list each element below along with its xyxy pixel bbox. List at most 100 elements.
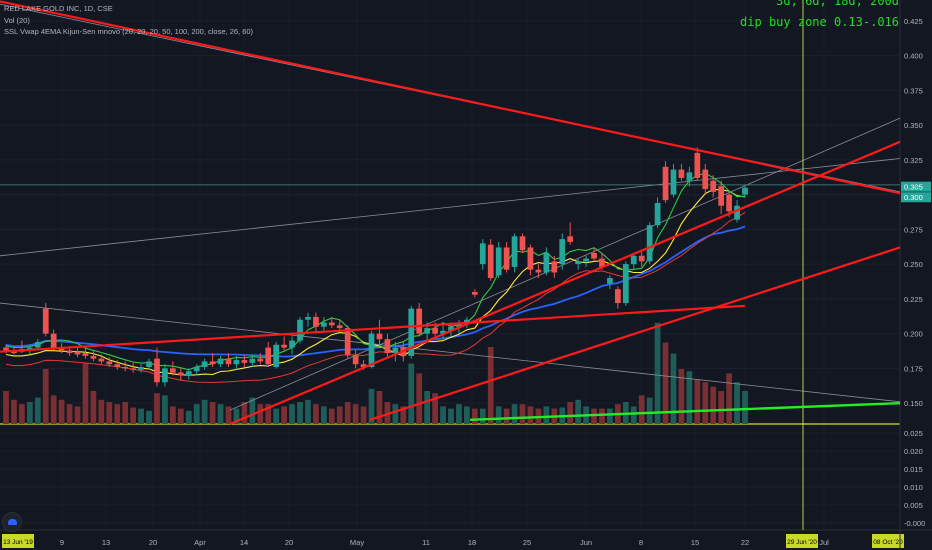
volume-bar-9 — [74, 406, 81, 424]
volume-bar-61 — [487, 347, 494, 424]
annotation-top-note[interactable]: 3d, 6d, 18d, 200d — [776, 0, 899, 8]
candle-body-54 — [432, 328, 438, 334]
volume-bar-88 — [702, 382, 709, 424]
candle-body-40 — [320, 322, 327, 327]
candle-body-49 — [392, 347, 399, 354]
volume-bar-76 — [607, 408, 613, 424]
volume-bar-34 — [273, 408, 280, 424]
volume-bar-68 — [543, 406, 550, 424]
price-tick-label-9: 0.200 — [904, 330, 923, 339]
candle-body-35 — [281, 344, 287, 348]
candle-body-88 — [702, 169, 709, 190]
candle-body-32 — [257, 358, 264, 362]
time-tick-label-0: 9 — [60, 538, 64, 547]
candle-body-70 — [559, 239, 566, 265]
candle-body-62 — [495, 247, 502, 276]
candle-body-26 — [209, 361, 216, 365]
candle-body-44 — [352, 354, 359, 365]
candle-body-92 — [734, 205, 740, 220]
candle-body-57 — [456, 323, 462, 327]
time-tick-label-11: 8 — [639, 538, 643, 547]
candle-body-81 — [646, 225, 653, 262]
time-tick-label-5: 20 — [285, 538, 293, 547]
tradingview-logo-icon[interactable] — [2, 512, 22, 532]
time-highlight-label-1: 29 Jun '20 — [787, 539, 817, 546]
volume-bar-30 — [241, 402, 248, 424]
time-highlight-label-2: 08 Oct '20 — [873, 539, 903, 546]
candle-body-0 — [3, 347, 9, 351]
volume-bar-14 — [114, 404, 121, 424]
ema-blue-line — [5, 225, 746, 358]
sub-tick-label-0: 0.025 — [904, 429, 923, 438]
price-tick-label-3: 0.350 — [904, 121, 923, 130]
red-trendline-rising-slow — [369, 246, 901, 421]
candle-body-33 — [265, 347, 272, 365]
candle-body-13 — [106, 361, 113, 365]
volume-bar-17 — [138, 408, 144, 424]
volume-bar-60 — [479, 408, 486, 424]
candle-body-87 — [694, 152, 701, 178]
candle-body-4 — [34, 341, 41, 348]
candle-body-20 — [162, 368, 168, 383]
candle-body-21 — [170, 368, 176, 373]
sub-tick-label-2: 0.015 — [904, 465, 923, 474]
candle-body-5 — [42, 308, 49, 334]
time-tick-label-7: 11 — [422, 538, 430, 547]
volume-bar-63 — [503, 408, 510, 424]
candle-body-65 — [519, 236, 526, 251]
candle-body-53 — [424, 328, 431, 334]
volume-bar-90 — [718, 391, 725, 424]
price-tick-label-6: 0.275 — [904, 225, 923, 234]
candle-body-67 — [535, 269, 542, 273]
volume-bar-81 — [646, 397, 653, 424]
candle-body-68 — [543, 253, 550, 273]
volume-bar-24 — [193, 404, 200, 424]
time-tick-label-8: 18 — [468, 538, 476, 547]
gray-trendline-low — [0, 302, 901, 403]
volume-bar-12 — [98, 399, 105, 424]
candle-body-85 — [678, 169, 685, 178]
price-tick-label-7: 0.250 — [904, 260, 923, 269]
volume-bar-16 — [130, 407, 137, 424]
volume-bar-7 — [58, 399, 65, 424]
time-tick-label-14: Jul — [819, 538, 829, 547]
symbol-legend[interactable]: RED LAKE GOLD INC, 1D, CSE — [4, 4, 113, 13]
volume-bar-27 — [217, 404, 224, 424]
volume-bar-86 — [686, 371, 693, 424]
time-highlight-tag-1 — [786, 534, 818, 548]
candle-body-69 — [551, 261, 558, 273]
volume-legend[interactable]: Vol (20) — [4, 15, 30, 25]
candle-body-71 — [567, 236, 574, 242]
volume-bar-5 — [42, 369, 49, 424]
volume-bar-31 — [249, 397, 256, 424]
candle-body-52 — [416, 308, 423, 334]
volume-bar-21 — [170, 406, 176, 424]
time-highlight-label-0: 13 Jun '19 — [3, 539, 33, 546]
candle-body-86 — [686, 172, 693, 181]
candle-body-58 — [464, 319, 470, 324]
candle-body-9 — [74, 351, 81, 355]
candle-body-46 — [368, 333, 375, 368]
volume-bar-49 — [392, 404, 399, 424]
volume-bar-59 — [471, 408, 478, 424]
candle-body-24 — [193, 367, 200, 372]
volume-bar-28 — [225, 406, 232, 424]
sub-tick-label-3: 0.010 — [904, 483, 923, 492]
candle-body-80 — [638, 255, 645, 262]
volume-bar-3 — [26, 402, 33, 424]
candle-body-34 — [273, 344, 280, 368]
volume-bar-41 — [328, 408, 335, 424]
price-tag-0 — [901, 181, 931, 192]
annotation-buy-zone[interactable]: dip buy zone 0.13-.016 — [740, 15, 899, 29]
candle-body-61 — [487, 244, 494, 279]
indicator-legend[interactable]: SSL Vwap 4EMA Kijun-Sen mnovo (20, 20, 2… — [4, 27, 254, 36]
candle-body-64 — [511, 236, 518, 267]
volume-bar-42 — [336, 406, 343, 424]
candle-body-43 — [344, 328, 351, 355]
candle-body-28 — [225, 358, 232, 365]
volume-bar-29 — [233, 408, 240, 424]
volume-bar-80 — [638, 395, 645, 424]
volume-bar-79 — [630, 406, 637, 424]
volume-bar-48 — [384, 402, 391, 424]
